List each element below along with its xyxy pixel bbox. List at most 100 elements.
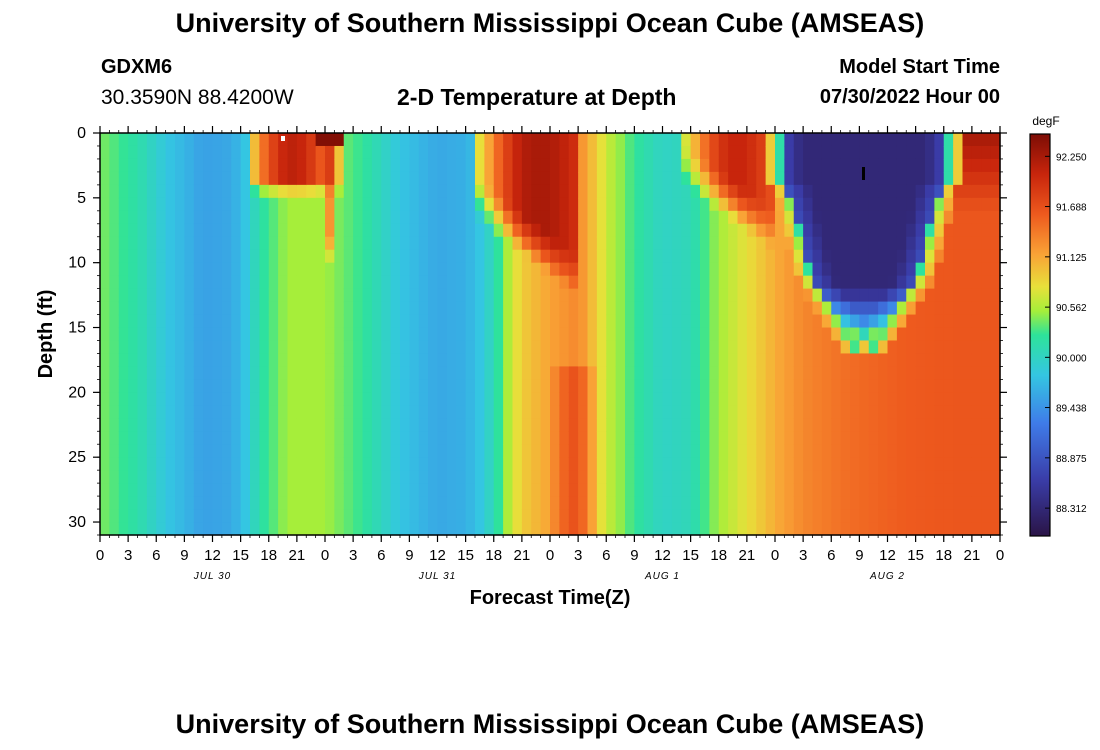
heat-cell <box>315 171 326 186</box>
heat-cell <box>540 236 551 251</box>
heat-cell <box>109 197 120 212</box>
heat-cell <box>334 444 345 458</box>
heat-cell <box>803 444 814 458</box>
heat-cell <box>821 444 832 458</box>
heat-cell <box>493 288 504 303</box>
heat-cell <box>381 392 392 406</box>
heat-cell <box>231 301 242 316</box>
heat-cell <box>325 379 335 393</box>
heat-cell <box>465 379 476 393</box>
heat-cell <box>531 483 542 497</box>
heat-cell <box>784 275 795 290</box>
heat-cell <box>521 158 532 173</box>
heat-cell <box>465 158 476 173</box>
heat-cell <box>728 236 739 251</box>
heat-cell <box>521 314 532 329</box>
heat-cell <box>146 133 157 147</box>
heat-cell <box>859 522 870 536</box>
heat-cell <box>493 405 504 419</box>
heat-cell <box>128 223 139 238</box>
heat-cell <box>821 327 832 342</box>
heat-cell <box>615 444 626 458</box>
heat-cell <box>671 522 682 536</box>
heat-cell <box>868 509 879 523</box>
heat-cell <box>746 314 757 329</box>
heat-cell <box>531 444 542 458</box>
heat-cell <box>859 366 870 380</box>
heat-cell <box>634 327 645 342</box>
heat-cell <box>521 405 532 419</box>
heat-cell <box>456 457 467 471</box>
model-start-value: 07/30/2022 Hour 00 <box>819 86 1000 108</box>
heat-cell <box>315 145 326 160</box>
heat-cell <box>643 470 654 484</box>
heat-cell <box>128 522 139 536</box>
heat-cell <box>728 509 739 523</box>
heat-cell <box>690 158 701 173</box>
heat-cell <box>840 509 851 523</box>
heat-cell <box>456 444 467 458</box>
heat-cell <box>737 444 748 458</box>
heat-cell <box>193 444 204 458</box>
x-tick-label: 0 <box>996 547 1004 564</box>
heat-cell <box>671 379 682 393</box>
heat-cell <box>418 275 429 290</box>
heat-cell <box>212 483 223 497</box>
heat-cell <box>353 236 364 251</box>
heat-cell <box>371 249 382 264</box>
heat-cell <box>746 405 757 419</box>
heat-cell <box>184 262 195 277</box>
heat-cell <box>831 197 842 212</box>
heat-cell <box>643 340 654 355</box>
heat-cell <box>784 470 795 484</box>
heat-cell <box>109 145 120 160</box>
heat-cell <box>137 457 148 471</box>
heat-cell <box>821 379 832 393</box>
heat-cell <box>868 353 879 368</box>
heat-cell <box>193 275 204 290</box>
heat-cell <box>100 327 110 342</box>
heat-cell <box>662 522 673 536</box>
heat-cell <box>268 509 279 523</box>
heat-cell <box>878 158 889 173</box>
heat-cell <box>812 327 823 342</box>
heat-cell <box>296 301 307 316</box>
heat-cell <box>484 262 495 277</box>
heat-cell <box>962 262 973 277</box>
heat-cell <box>690 223 701 238</box>
heat-cell <box>475 353 485 368</box>
heat-cell <box>493 366 504 380</box>
heat-cell <box>203 288 214 303</box>
heat-cell <box>662 210 673 225</box>
heat-cell <box>934 496 945 510</box>
heat-cell <box>325 340 335 355</box>
heat-cell <box>212 509 223 523</box>
heat-cell <box>803 340 814 355</box>
heat-cell <box>746 288 757 303</box>
heat-cell <box>625 171 635 186</box>
heat-cell <box>521 496 532 510</box>
heat-cell <box>953 236 964 251</box>
heat-cell <box>625 158 635 173</box>
heat-cell <box>475 444 485 458</box>
heat-cell <box>878 483 889 497</box>
heat-cell <box>493 470 504 484</box>
heat-cell <box>756 353 767 368</box>
heat-cell <box>943 444 954 458</box>
heat-cell <box>446 457 457 471</box>
heat-cell <box>212 288 223 303</box>
heat-cell <box>493 236 504 251</box>
heat-cell <box>371 431 382 445</box>
heat-cell <box>100 262 110 277</box>
heat-cell <box>146 392 157 406</box>
heat-cell <box>550 275 560 290</box>
heat-cell <box>456 379 467 393</box>
heat-cell <box>296 223 307 238</box>
heat-cell <box>418 431 429 445</box>
heat-cell <box>109 366 120 380</box>
x-tick-label: 15 <box>457 547 474 564</box>
heat-cell <box>296 171 307 186</box>
heat-cell <box>859 236 870 251</box>
y-tick-label: 20 <box>68 384 86 401</box>
